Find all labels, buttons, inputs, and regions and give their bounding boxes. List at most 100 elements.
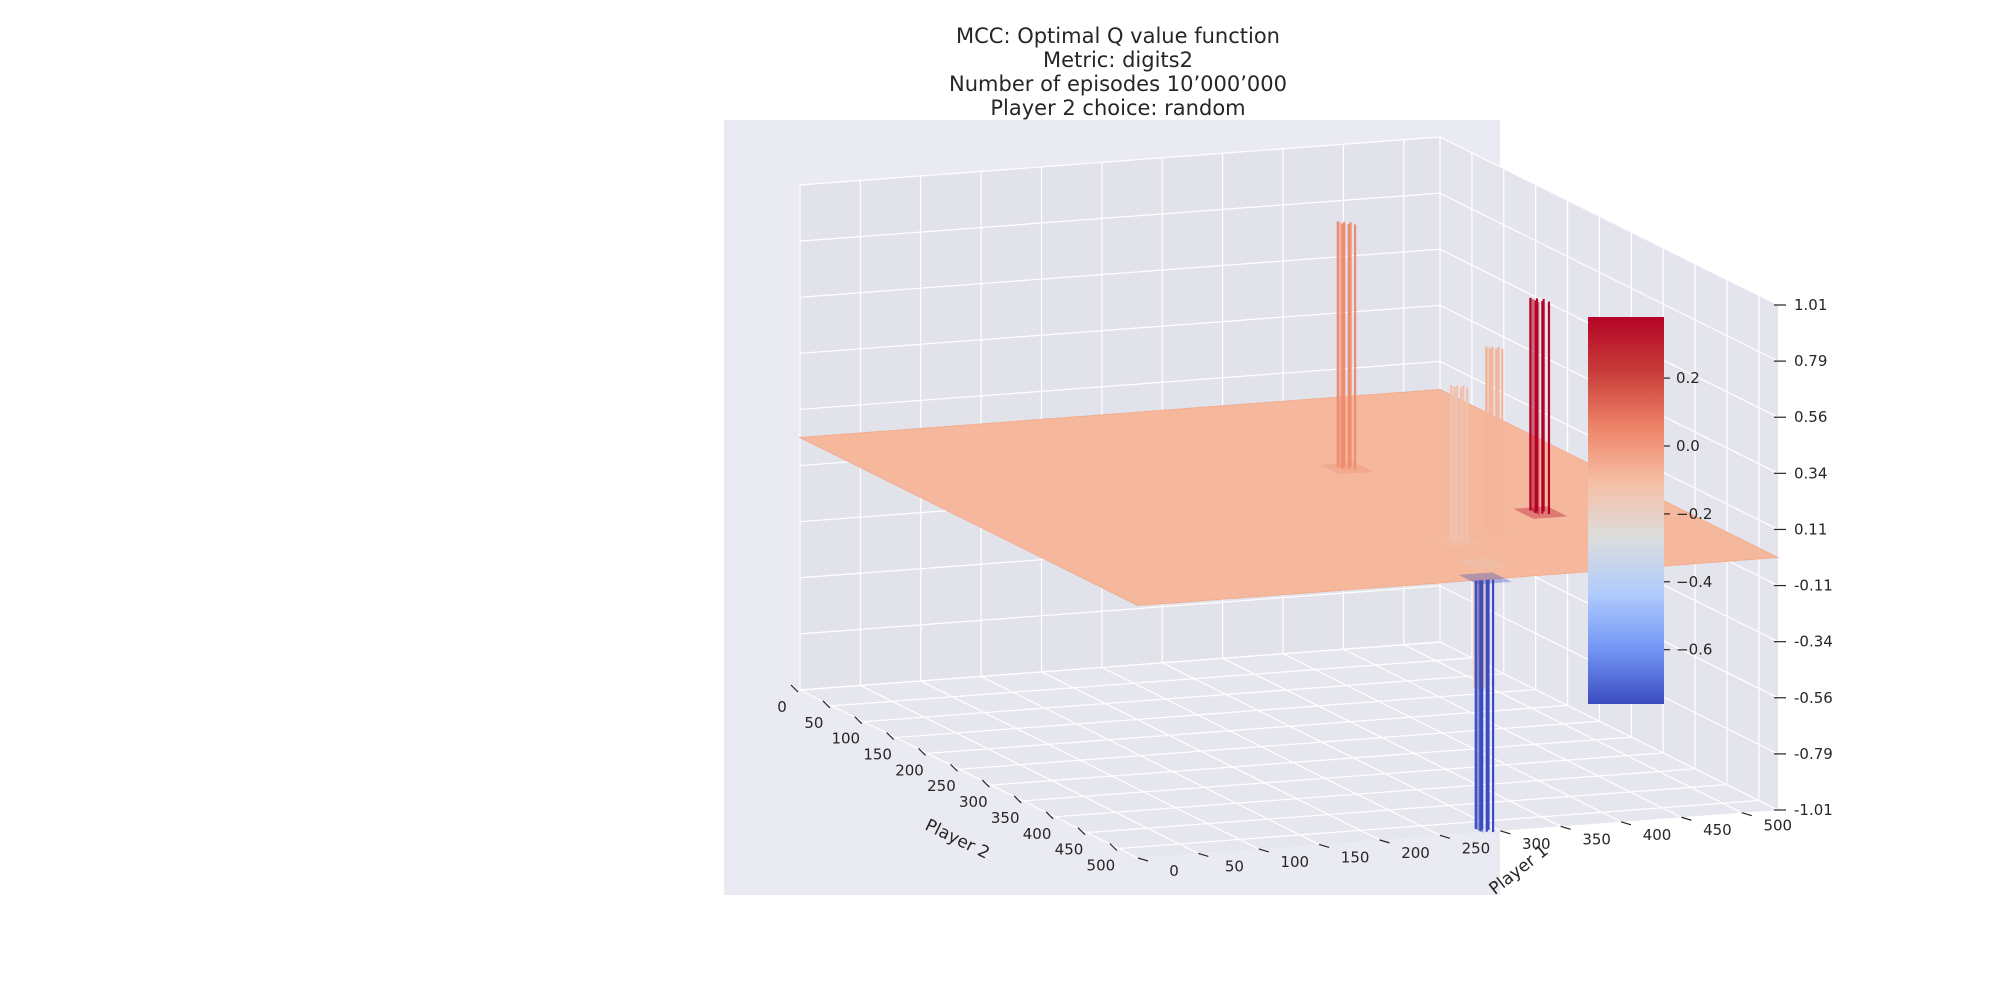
y-tick-label: 250 — [1462, 839, 1491, 857]
grid-floor-x — [1118, 799, 1759, 850]
z-tick-label: 0.79 — [1794, 352, 1827, 370]
grid-floor-x — [863, 673, 1504, 723]
z-tick-label: -0.11 — [1794, 577, 1833, 595]
y-tick-mark — [1439, 834, 1451, 839]
floor-pane — [800, 642, 1778, 858]
spike-face — [1530, 297, 1540, 515]
grid-floor-y — [920, 680, 1260, 850]
z-tick-label: -0.56 — [1794, 689, 1833, 707]
y-tick-mark — [1741, 812, 1752, 817]
grid-back-z — [1439, 192, 1779, 362]
y-tick-mark — [1137, 857, 1149, 862]
x-tick-label: 0 — [777, 698, 787, 716]
grid-left-z — [799, 136, 1441, 186]
grid-floor-y — [1161, 662, 1501, 832]
surface-patch — [1513, 506, 1568, 519]
colorbar-tick-label: −0.4 — [1676, 573, 1712, 591]
spike-face — [1337, 221, 1346, 471]
colorbar: 0.2 0.0 −0.2 −0.4 −0.6 — [1588, 317, 1712, 704]
surface-patch — [1469, 522, 1521, 534]
x-tick-mark — [981, 779, 990, 788]
x-tick-mark — [822, 700, 831, 709]
grid-floor-y — [1403, 644, 1743, 814]
x-tick-mark — [1077, 827, 1086, 836]
surface — [798, 221, 1780, 833]
y-tick-label: 150 — [1341, 848, 1370, 866]
grid-back-z — [1439, 136, 1779, 306]
grid-left-z — [799, 192, 1441, 242]
y-tick-label: 350 — [1582, 830, 1611, 848]
y-tick-mark — [1198, 852, 1209, 858]
grid-floor-x — [927, 704, 1568, 754]
x-tick-mark — [950, 763, 958, 772]
z-tick-label: -0.34 — [1794, 633, 1833, 651]
x-tick-mark — [1013, 795, 1022, 804]
surface-patch — [1320, 462, 1374, 475]
grid-floor-x — [895, 688, 1536, 739]
x-tick-label: 350 — [991, 809, 1020, 827]
z-tick-label: -0.79 — [1794, 745, 1833, 763]
surface-spike-2 — [1529, 297, 1551, 515]
surface-patch — [1458, 572, 1512, 585]
colorbar-gradient — [1588, 317, 1664, 704]
title-line-3: Number of episodes 10’000’000 — [949, 72, 1287, 96]
surface-patch — [1433, 535, 1486, 548]
grid-floor-y — [860, 684, 1199, 855]
z-tick-label: 0.34 — [1794, 464, 1827, 482]
y-tick-label: 500 — [1763, 817, 1792, 835]
surface-spike-3 — [1485, 346, 1504, 530]
z-tick-label: 1.01 — [1794, 296, 1827, 314]
x-tick-label: 400 — [1023, 825, 1052, 843]
grid-floor-x — [1086, 784, 1728, 834]
y-tick-label: 100 — [1280, 853, 1309, 871]
grid-floor-x — [991, 736, 1632, 786]
title-line-2: Metric: digits2 — [1043, 48, 1193, 72]
grid-floor-y — [1343, 648, 1682, 818]
title-line-1: MCC: Optimal Q value function — [956, 24, 1280, 48]
grid-floor-y — [1041, 671, 1380, 841]
grid-floor-y — [1222, 657, 1561, 827]
y-tick-mark — [1258, 848, 1269, 853]
title-line-4: Player 2 choice: random — [990, 96, 1245, 120]
y-tick-label: 0 — [1169, 862, 1179, 880]
x-tick-mark — [886, 732, 895, 740]
colorbar-tick-label: −0.2 — [1676, 505, 1712, 523]
grid-floor-x — [831, 657, 1472, 707]
spike-face — [1475, 576, 1484, 833]
spike-face — [1451, 385, 1458, 544]
y-tick-mark — [1681, 816, 1692, 821]
x-tick-mark — [918, 747, 926, 756]
y-tick-label: 400 — [1643, 826, 1672, 844]
x-tick-label: 450 — [1055, 841, 1084, 859]
surface-spike-1 — [1336, 221, 1357, 471]
y-tick-mark — [1379, 839, 1390, 844]
z-tick-label: 0.11 — [1794, 520, 1827, 538]
z-tick-label: 0.56 — [1794, 408, 1827, 426]
grid-back-z — [1439, 641, 1779, 811]
y-tick-mark — [1318, 843, 1330, 848]
colorbar-tick-label: 0.2 — [1676, 369, 1700, 387]
y-tick-label: 300 — [1522, 835, 1551, 853]
grid-left-z — [799, 248, 1441, 298]
x-tick-label: 100 — [831, 730, 860, 748]
surface-spike-6 — [1474, 576, 1495, 833]
x-tick-label: 300 — [959, 793, 988, 811]
y-tick-mark — [1620, 821, 1632, 826]
grid-floor-y — [1282, 653, 1622, 823]
colorbar-tick-label: 0.0 — [1676, 437, 1700, 455]
grid-left-z — [799, 360, 1441, 411]
grid-floor-y — [1101, 666, 1441, 836]
x-tick-label: 250 — [927, 777, 956, 795]
surface-patch — [1457, 558, 1507, 570]
z-tick-label: -1.01 — [1794, 801, 1833, 819]
x-tick-mark — [1045, 811, 1054, 820]
y-tick-label: 450 — [1703, 821, 1732, 839]
x-tick-mark — [1109, 843, 1118, 851]
y-tick-mark — [1500, 830, 1511, 835]
x-tick-mark — [790, 684, 799, 693]
y-tick-mark — [1560, 825, 1571, 830]
x-tick-label: 150 — [863, 746, 892, 764]
